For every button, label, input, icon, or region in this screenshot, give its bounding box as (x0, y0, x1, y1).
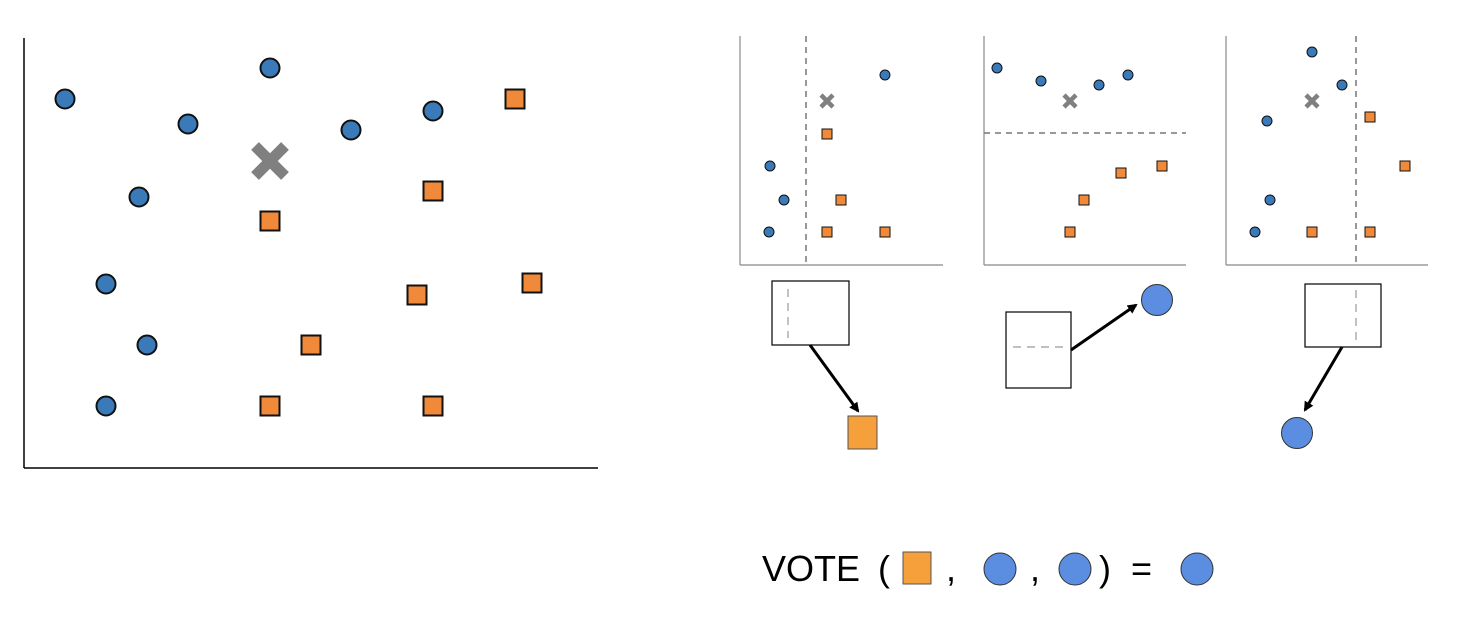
tree-3-arrow (1303, 346, 1344, 412)
tree-2-circle-point-3 (1093, 79, 1105, 91)
tree-panel-1 (739, 36, 943, 266)
tree-1-circle-point-3 (778, 194, 790, 206)
main-square-point-6 (300, 334, 322, 356)
main-circle-point-5 (422, 100, 444, 122)
tree-1-query-x-icon (819, 93, 835, 109)
vote-label: VOTE (762, 548, 860, 589)
vote-comma-1: , (946, 548, 956, 589)
tree-1-square-point-2 (835, 194, 847, 206)
main-plot-points (54, 57, 543, 417)
vote-comma-2: , (1030, 548, 1040, 589)
tree-2-square-point-4 (1064, 226, 1076, 238)
tree-3-circle-point-1 (1306, 46, 1318, 58)
vote-equals: = (1131, 548, 1152, 589)
tree-2-square-point-3 (1078, 194, 1090, 206)
tree-2-circle-point-4 (1122, 69, 1134, 81)
tree-1-circle-point-2 (764, 160, 776, 172)
tree-3-circle-point-5 (1249, 226, 1261, 238)
vertical-split-icon (1304, 283, 1382, 348)
main-square-point-5 (521, 272, 543, 294)
tree-2-square-point-2 (1115, 167, 1127, 179)
main-circle-point-8 (136, 334, 158, 356)
tree-3-square-point-2 (1399, 160, 1411, 172)
tree-1-square-point-3 (821, 226, 833, 238)
tree-3-prediction-circle-icon (1281, 417, 1313, 449)
tree-1-arrow (808, 344, 860, 413)
main-square-point-7 (259, 395, 281, 417)
vertical-split-icon (771, 280, 850, 346)
tree-2-circle-point-2 (1035, 75, 1047, 87)
main-circle-point-1 (54, 88, 76, 110)
tree-3-circle-point-2 (1336, 79, 1348, 91)
tree-3-square-point-4 (1364, 226, 1376, 238)
main-square-point-3 (259, 210, 281, 232)
horizontal-split-icon (1005, 311, 1072, 389)
tree-2-points (991, 62, 1168, 238)
tree-3-circle-point-4 (1264, 194, 1276, 206)
main-circle-point-6 (128, 186, 150, 208)
main-plot (23, 38, 598, 469)
vote-input-circle-icon (983, 552, 1017, 586)
main-circle-point-2 (259, 57, 281, 79)
tree-1-circle-point-4 (763, 226, 775, 238)
vote-equation: VOTE ( , , ) = (762, 548, 1214, 589)
vote-close-paren: ) (1099, 548, 1111, 589)
tree-1-circle-point-1 (879, 69, 891, 81)
vote-open-paren: ( (878, 548, 890, 589)
tree-2-arrow (1070, 303, 1138, 352)
tree-panel-3 (1225, 36, 1428, 266)
tree-2-square-point-1 (1156, 160, 1168, 172)
tree-1-square-point-1 (821, 128, 833, 140)
tree-1-points (763, 69, 891, 238)
tree-3-square-point-3 (1306, 226, 1318, 238)
tree-2-query-x-icon (1062, 93, 1078, 109)
tree-3-square-point-1 (1364, 111, 1376, 123)
main-query-x-icon (251, 142, 289, 180)
tree-panel-2 (983, 36, 1186, 266)
main-square-point-1 (504, 88, 526, 110)
tree-1-square-point-4 (879, 226, 891, 238)
tree-1-decision (771, 280, 878, 450)
main-square-point-8 (422, 395, 444, 417)
vote-input-square-icon (902, 551, 932, 585)
tree-2-circle-point-1 (991, 62, 1003, 74)
main-circle-point-7 (95, 273, 117, 295)
tree-1-prediction-square-icon (847, 415, 878, 450)
vote-input-circle-icon (1058, 552, 1092, 586)
tree-3-points (1249, 46, 1411, 238)
tree-3-decision (1281, 283, 1382, 449)
main-circle-point-4 (340, 119, 362, 141)
tree-3-circle-point-3 (1261, 115, 1273, 127)
main-circle-point-3 (177, 113, 199, 135)
tree-2-decision (1005, 284, 1173, 389)
main-square-point-4 (406, 284, 428, 306)
vote-result-circle-icon (1180, 552, 1214, 586)
tree-2-prediction-circle-icon (1141, 284, 1173, 316)
main-circle-point-9 (95, 395, 117, 417)
main-square-point-2 (422, 180, 444, 202)
tree-3-query-x-icon (1304, 93, 1320, 109)
